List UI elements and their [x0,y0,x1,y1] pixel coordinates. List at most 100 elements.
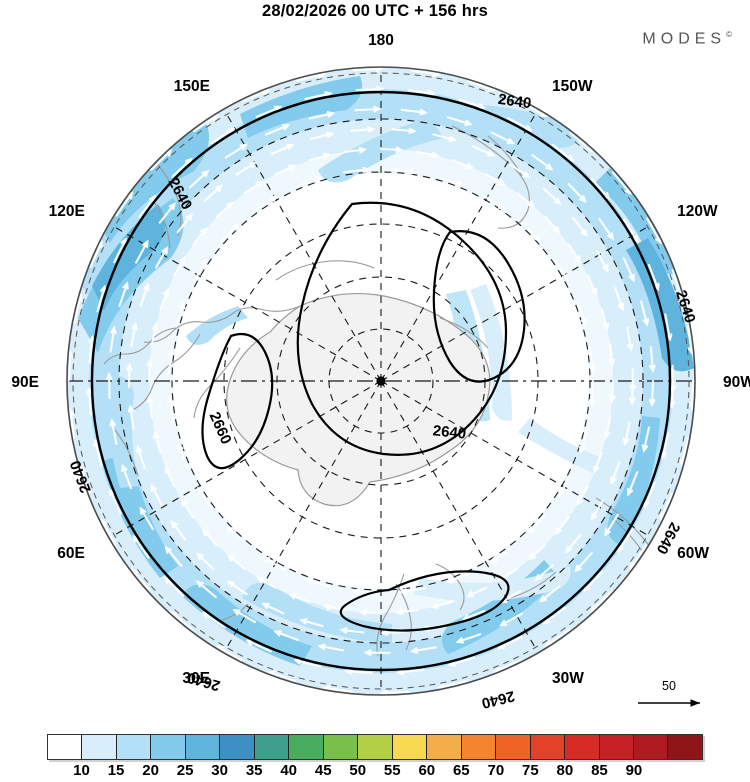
wind-arrow [225,525,246,545]
wind-arrow [553,258,569,282]
colorbar: 10 15 20 25 30 35 40 45 50 55 60 65 70 75 80 85 90 [0,726,750,782]
meridian-label-120W: 120W [677,203,718,220]
colorbar-tick-70: 70 [487,762,505,779]
wind-arrow [150,483,163,507]
wind-arrow [626,326,634,352]
wind-arrow [210,127,236,145]
wind-arrow [498,612,523,627]
wind-arrow [175,301,186,328]
wind-arrow [571,216,588,237]
copyright-icon: © [726,30,732,39]
wind-arrow [590,499,605,522]
wind-arrow [542,187,562,206]
wind-arrow [177,442,189,469]
wind-arrow [261,602,285,615]
colorbar-tick-25: 25 [176,762,194,779]
wind-arrow [617,528,634,554]
wind-arrow [564,533,582,554]
colorbar-cell-2 [116,735,152,759]
wind-arrow [647,263,660,292]
meridian-label-60E: 60E [57,545,85,562]
wind-arrow [173,255,186,277]
wind-arrow [609,379,616,404]
wind-arrow [109,325,117,353]
colorbar-tick-30: 30 [211,762,228,779]
wind-arrow [273,630,299,642]
wind-arrow [669,364,677,394]
colorbar-tick-10: 10 [73,762,90,779]
wind-arrow [593,451,603,474]
colorbar-tick-45: 45 [314,762,332,779]
graticule [69,69,693,693]
wind-arrow [379,146,404,153]
wind-arrow [164,545,183,567]
wind-arrow [416,150,440,159]
wind-arrow [297,176,324,187]
meridian-label-150E: 150E [174,78,210,95]
wind-arrow [554,516,570,536]
wind-arrow [643,481,656,509]
wind-arrow [138,194,157,218]
colorbar-cell-6 [254,735,290,759]
colorbar-cell-17 [633,735,669,759]
meridian-label-120E: 120E [49,203,85,220]
wind-arrow [146,358,153,383]
vector-scale: 50 [638,679,700,707]
wind-arrow [293,658,322,668]
wind-arrow [586,274,598,297]
colorbar-tick-65: 65 [452,762,470,779]
wind-arrow [528,543,547,561]
wind-arrow [604,513,620,537]
colorbar-tick-80: 80 [556,762,574,779]
wind-arrow [354,105,382,113]
wind-arrow [203,184,223,203]
meridian-label-0: 0 [377,716,386,718]
coastlines [111,125,664,657]
wind-arrow [195,580,217,599]
wind-arrow [603,416,612,440]
wind-arrow [398,587,427,595]
colorbar-tick-15: 15 [107,762,125,779]
wind-arrow [201,611,226,629]
wind-arrow [641,426,651,453]
wind-arrow [159,288,169,311]
wind-arrow [490,131,516,145]
colorbar-cell-10 [392,735,428,759]
wind-arrow [567,243,582,264]
wind-arrow [196,552,215,571]
wind-arrow [485,173,507,186]
wind-arrow [395,668,425,676]
wind-arrow [164,465,176,488]
contour-label-2640-4: 2640 [480,687,516,712]
brand-logo: MODES© [642,30,732,48]
wind-arrow [299,618,324,628]
wind-arrow [192,258,208,283]
meridian-label-180: 180 [368,32,394,49]
wind-arrow [343,166,371,174]
wind-arrow [255,195,279,211]
wind-arrow [446,572,472,584]
wind-arrow [304,577,331,588]
wind-arrow [438,176,465,187]
wind-arrow [400,108,428,116]
colorbar-cell-3 [151,735,186,759]
wind-arrow [521,222,542,243]
wind-arrow [589,346,596,375]
wind-arrow [394,608,419,616]
wind-arrow [219,222,240,243]
wind-arrow [339,627,365,634]
wind-arrow [407,89,437,97]
wind-arrow [88,334,96,364]
wind-arrow [582,570,604,593]
colorbar-tick-90: 90 [625,762,643,779]
meridian-label-30W: 30W [552,670,584,687]
wind-arrow [608,343,616,368]
wind-arrow [126,362,133,389]
colorbar-cell-7 [289,735,324,759]
meridian-label-150W: 150W [552,78,593,95]
meridian-label-group: 0 30E 60E 90E 120E 150E 180 150W 120W 90W 60W 30W [11,32,750,718]
wind-arrow [224,143,248,159]
wind-arrow [640,300,650,327]
wind-arrow [271,143,295,155]
wind-arrow [158,202,176,224]
